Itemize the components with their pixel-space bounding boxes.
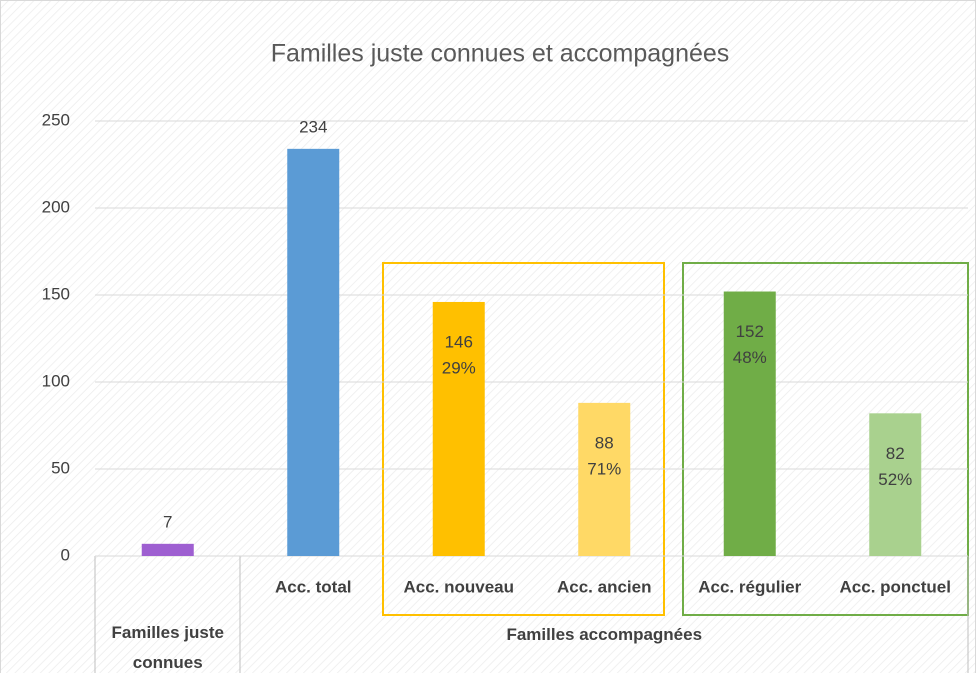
x-tick-label: Acc. ancien [557, 577, 652, 596]
value-label: 152 [736, 322, 764, 341]
bar [432, 301, 485, 556]
value-label: 146 [445, 332, 473, 351]
bar [869, 413, 922, 556]
y-tick-label: 200 [42, 197, 70, 216]
bar [723, 291, 776, 556]
share-label: 48% [733, 348, 767, 367]
y-tick-label: 0 [61, 545, 70, 564]
chart-title: Familles juste connues et accompagnées [271, 40, 730, 68]
bar [287, 148, 340, 556]
y-tick-label: 150 [42, 284, 70, 303]
group-label: Familles accompagnées [506, 625, 703, 644]
x-tick-label: Acc. régulier [698, 577, 801, 596]
bar [141, 543, 194, 556]
share-label: 71% [587, 459, 621, 478]
value-label: 82 [886, 444, 905, 463]
share-label: 52% [878, 470, 912, 489]
x-tick-label: Acc. nouveau [403, 577, 514, 596]
share-label: 29% [442, 358, 476, 377]
group-box [382, 262, 665, 616]
value-label: 88 [595, 433, 614, 452]
y-tick-label: 100 [42, 371, 70, 390]
value-label: 234 [299, 117, 327, 136]
x-tick-label: Acc. ponctuel [840, 577, 951, 596]
y-tick-label: 50 [51, 458, 70, 477]
bar [578, 402, 631, 556]
x-tick-label: Acc. total [275, 577, 352, 596]
value-label: 7 [163, 512, 172, 531]
y-tick-label: 250 [42, 110, 70, 129]
group-box [682, 262, 969, 616]
group-label: Familles juste connues [111, 623, 224, 672]
